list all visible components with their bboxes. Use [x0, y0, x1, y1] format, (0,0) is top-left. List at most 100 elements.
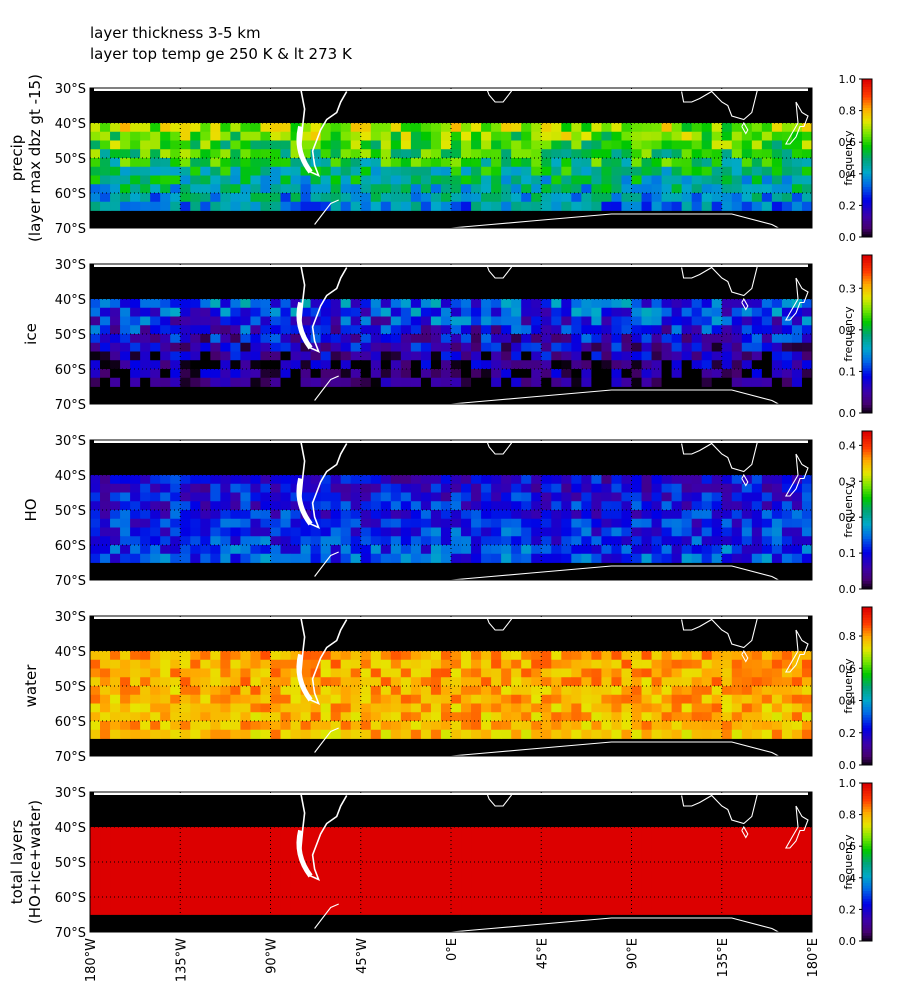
- heatmap-cell: [771, 351, 783, 361]
- heatmap-cell: [360, 475, 372, 485]
- heatmap-cell: [541, 369, 552, 379]
- heatmap-cell: [330, 721, 342, 731]
- heatmap-cell: [781, 334, 793, 344]
- heatmap-cell: [561, 729, 572, 739]
- heatmap-cell: [731, 123, 743, 133]
- heatmap-cell: [430, 553, 442, 563]
- heatmap-cell: [521, 510, 532, 520]
- heatmap-cell: [631, 870, 642, 880]
- heatmap-cell: [120, 475, 131, 485]
- heatmap-cell: [440, 342, 452, 352]
- heatmap-cell: [611, 668, 622, 678]
- heatmap-cell: [290, 299, 301, 309]
- heatmap-cell: [461, 123, 472, 133]
- heatmap-cell: [200, 193, 211, 203]
- heatmap-cell: [491, 879, 502, 889]
- heatmap-cell: [671, 351, 683, 361]
- heatmap-cell: [781, 677, 793, 687]
- heatmap-cell: [801, 518, 813, 528]
- heatmap-cell: [761, 677, 773, 687]
- heatmap-cell: [300, 879, 312, 889]
- heatmap-cell: [561, 879, 572, 889]
- heatmap-cell: [451, 668, 462, 678]
- heatmap-cell: [521, 545, 532, 555]
- heatmap-cell: [481, 325, 492, 335]
- heatmap-cell: [430, 721, 442, 731]
- heatmap-cell: [451, 844, 462, 854]
- heatmap-cell: [290, 492, 301, 502]
- heatmap-cell: [451, 827, 462, 837]
- heatmap-cell: [110, 307, 121, 317]
- heatmap-cell: [230, 651, 241, 661]
- heatmap-cell: [481, 377, 492, 387]
- y-tick-label: 70°S: [55, 398, 86, 413]
- colorbar-segment: [862, 896, 872, 900]
- heatmap-cell: [711, 131, 723, 141]
- heatmap-cell: [440, 844, 452, 854]
- coastline: [330, 213, 793, 236]
- heatmap-cell: [731, 201, 743, 211]
- heatmap-cell: [731, 835, 743, 845]
- heatmap-cell: [410, 712, 422, 722]
- coastline: [681, 791, 759, 825]
- heatmap-cell: [621, 351, 632, 361]
- heatmap-cell: [461, 703, 472, 713]
- heatmap-cell: [440, 835, 452, 845]
- heatmap-cell: [380, 299, 392, 309]
- heatmap-cell: [280, 651, 291, 661]
- heatmap-cell: [250, 545, 261, 555]
- heatmap-cell: [410, 316, 422, 326]
- heatmap-cell: [591, 483, 602, 493]
- heatmap-cell: [140, 703, 151, 713]
- heatmap-cell: [140, 131, 151, 141]
- heatmap-cell: [531, 501, 542, 511]
- heatmap-cell: [651, 342, 662, 352]
- heatmap-cell: [771, 879, 783, 889]
- heatmap-cell: [491, 342, 502, 352]
- heatmap-cell: [641, 299, 652, 309]
- heatmap-cell: [761, 527, 773, 537]
- heatmap-cell: [160, 316, 171, 326]
- heatmap-cell: [410, 351, 422, 361]
- colorbar-segment: [862, 917, 872, 921]
- heatmap-cell: [751, 483, 763, 493]
- heatmap-cell: [440, 694, 452, 704]
- colorbar-segment: [862, 736, 872, 740]
- heatmap-cell: [190, 510, 201, 520]
- heatmap-cell: [491, 835, 502, 845]
- heatmap-cell: [110, 342, 121, 352]
- heatmap-cell: [631, 316, 642, 326]
- heatmap-cell: [681, 651, 693, 661]
- heatmap-cell: [641, 897, 652, 907]
- heatmap-cell: [741, 360, 753, 370]
- heatmap-cell: [410, 888, 422, 898]
- heatmap-cell: [160, 870, 171, 880]
- heatmap-cell: [400, 316, 412, 326]
- title-line-1: layer thickness 3-5 km: [90, 24, 261, 42]
- heatmap-cell: [290, 651, 301, 661]
- heatmap-cell: [651, 870, 662, 880]
- heatmap-cell: [781, 897, 793, 907]
- heatmap-cell: [791, 553, 803, 563]
- heatmap-cell: [150, 897, 161, 907]
- coastline: [330, 389, 793, 412]
- heatmap-cell: [691, 694, 703, 704]
- heatmap-cell: [180, 827, 191, 837]
- heatmap-cell: [320, 369, 332, 379]
- heatmap-cell: [230, 888, 241, 898]
- heatmap-cell: [751, 659, 763, 669]
- heatmap-cell: [551, 835, 562, 845]
- heatmap-cell: [581, 316, 592, 326]
- heatmap-cell: [771, 342, 783, 352]
- heatmap-cell: [561, 492, 572, 502]
- heatmap-cell: [130, 721, 141, 731]
- heatmap-cell: [420, 166, 432, 176]
- y-tick-label: 40°S: [55, 293, 86, 308]
- heatmap-cell: [260, 870, 271, 880]
- heatmap-cell: [340, 510, 352, 520]
- heatmap-cell: [791, 483, 803, 493]
- heatmap-cell: [701, 668, 713, 678]
- heatmap-cell: [711, 342, 723, 352]
- heatmap-cell: [300, 193, 312, 203]
- heatmap-cell: [661, 193, 673, 203]
